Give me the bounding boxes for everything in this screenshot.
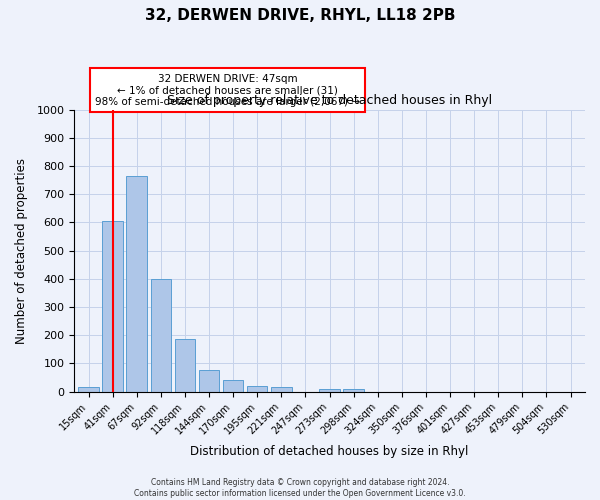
Bar [103, 221, 123, 392]
Bar [319, 388, 340, 392]
Text: Contains HM Land Registry data © Crown copyright and database right 2024.
Contai: Contains HM Land Registry data © Crown c… [134, 478, 466, 498]
Bar [151, 278, 171, 392]
Bar [271, 388, 292, 392]
Bar [127, 176, 147, 392]
Bar [175, 340, 195, 392]
X-axis label: Distribution of detached houses by size in Rhyl: Distribution of detached houses by size … [190, 444, 469, 458]
Text: 32 DERWEN DRIVE: 47sqm
← 1% of detached houses are smaller (31)
98% of semi-deta: 32 DERWEN DRIVE: 47sqm ← 1% of detached … [95, 74, 360, 106]
Bar [78, 388, 99, 392]
Bar [223, 380, 244, 392]
Bar [343, 390, 364, 392]
Text: 32, DERWEN DRIVE, RHYL, LL18 2PB: 32, DERWEN DRIVE, RHYL, LL18 2PB [145, 8, 455, 22]
Bar [247, 386, 268, 392]
Bar [199, 370, 219, 392]
Title: Size of property relative to detached houses in Rhyl: Size of property relative to detached ho… [167, 94, 492, 107]
Y-axis label: Number of detached properties: Number of detached properties [15, 158, 28, 344]
